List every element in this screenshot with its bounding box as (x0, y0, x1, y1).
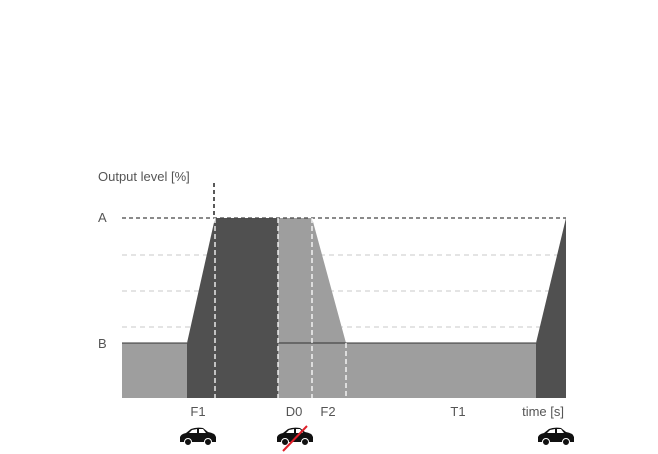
grid-lines (122, 254, 566, 328)
car-icon (179, 427, 217, 446)
car-icon (537, 427, 575, 446)
idle-area-fade (278, 218, 536, 398)
time-markers (214, 218, 347, 398)
time-label-f1: F1 (190, 404, 205, 419)
level-b-label: B (98, 336, 107, 351)
idle-area-start (122, 343, 187, 398)
time-label-f2: F2 (320, 404, 335, 419)
time-label-d0: D0 (286, 404, 303, 419)
y-axis-label: Output level [%] (98, 169, 190, 184)
level-a-label: A (98, 210, 107, 225)
x-axis-label: time [s] (522, 404, 564, 419)
car-crossed-out-icon (276, 425, 314, 452)
time-label-t1: T1 (450, 404, 465, 419)
active-area-F1 (187, 218, 278, 398)
active-area-end (536, 218, 566, 398)
